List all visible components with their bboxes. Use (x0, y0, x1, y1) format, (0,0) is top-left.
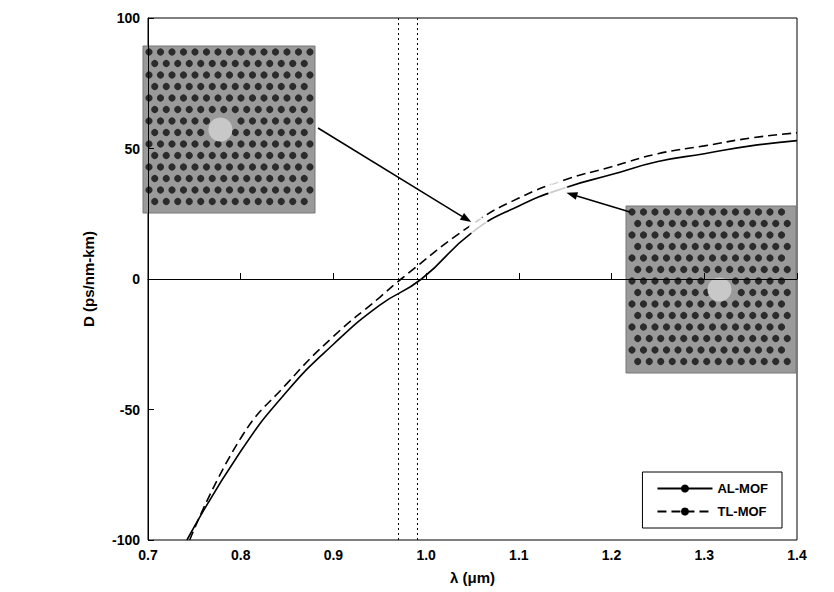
svg-text:0.9: 0.9 (324, 547, 344, 563)
svg-text:1.0: 1.0 (416, 547, 436, 563)
svg-text:1.3: 1.3 (695, 547, 715, 563)
svg-text:0.8: 0.8 (231, 547, 251, 563)
svg-text:-50: -50 (120, 402, 140, 418)
svg-text:50: 50 (124, 141, 140, 157)
svg-text:0: 0 (132, 271, 140, 287)
svg-text:1.2: 1.2 (602, 547, 622, 563)
svg-text:1.1: 1.1 (509, 547, 529, 563)
svg-text:λ (μm): λ (μm) (450, 569, 495, 586)
svg-text:100: 100 (117, 10, 141, 26)
svg-text:D (ps/nm-km): D (ps/nm-km) (80, 231, 97, 327)
svg-text:AL-MOF: AL-MOF (717, 481, 768, 496)
svg-text:-100: -100 (112, 532, 140, 548)
svg-text:1.4: 1.4 (787, 547, 807, 563)
svg-text:TL-MOF: TL-MOF (717, 504, 766, 519)
svg-text:0.7: 0.7 (138, 547, 158, 563)
